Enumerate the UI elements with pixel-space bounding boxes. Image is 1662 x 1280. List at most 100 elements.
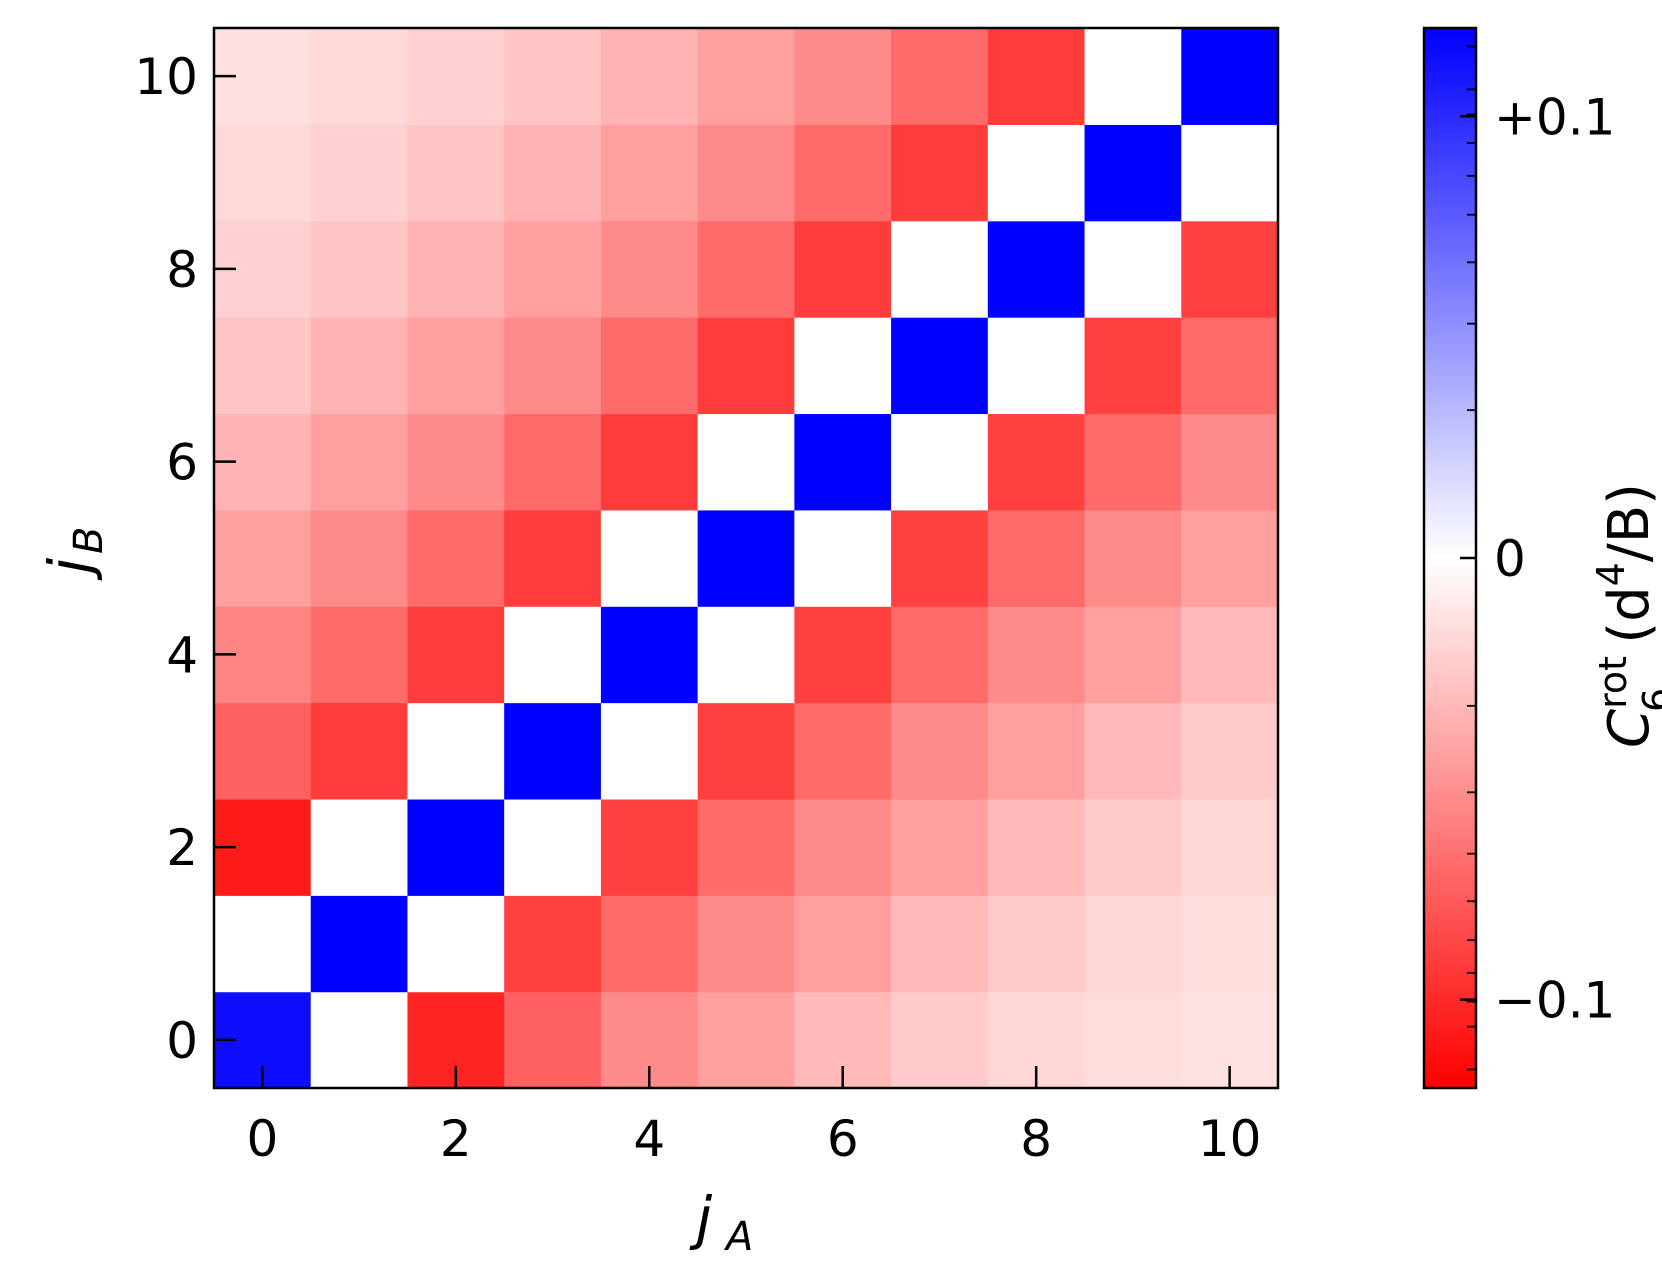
heatmap-cell — [407, 895, 505, 993]
colorbar-ticks: +0.1 0 −0.1 — [1460, 88, 1615, 1030]
heatmap-cell — [697, 509, 795, 607]
heatmap-cell — [407, 606, 505, 704]
heatmap-cell — [987, 702, 1086, 800]
heatmap-cell — [1181, 28, 1279, 125]
heatmap-cell — [794, 509, 892, 607]
colorbar-label-tail: /B) — [1597, 483, 1662, 562]
heatmap-cell — [1181, 895, 1279, 993]
y-axis-label-subscript: B — [66, 527, 112, 554]
heatmap-cell — [1181, 509, 1279, 607]
y-tick-label: 6 — [166, 434, 198, 492]
heatmap-cell — [310, 509, 409, 607]
heatmap-cell — [697, 317, 795, 415]
heatmap-cell — [697, 413, 795, 511]
heatmap-cell — [794, 28, 892, 125]
y-tick-label: 10 — [134, 48, 198, 106]
heatmap-cell — [1181, 124, 1279, 222]
heatmap-cell — [987, 895, 1086, 993]
heatmap-cell — [600, 28, 699, 125]
x-axis-ticks: 0 2 4 6 8 10 — [246, 1066, 1261, 1168]
heatmap-cell — [310, 317, 409, 415]
heatmap-cell — [891, 991, 989, 1089]
heatmap-cell — [794, 702, 892, 800]
heatmap-cell — [697, 606, 795, 704]
x-tick-label: 4 — [633, 1110, 665, 1168]
colorbar-label-c: C — [1597, 709, 1662, 748]
heatmap-cell — [214, 509, 312, 607]
y-tick-label: 8 — [166, 241, 198, 299]
heatmap-cell — [987, 220, 1086, 318]
heatmap-cell — [697, 798, 795, 896]
heatmap-cell — [214, 895, 312, 993]
heatmap-cell — [1084, 413, 1182, 511]
heatmap-cell — [504, 798, 602, 896]
x-tick-label: 6 — [827, 1110, 859, 1168]
heatmap-cell — [794, 220, 892, 318]
heatmap-cell — [214, 317, 312, 415]
heatmap-cell — [504, 509, 602, 607]
heatmap-cell — [504, 220, 602, 318]
heatmap-cell — [891, 124, 989, 222]
heatmap-cell — [310, 413, 409, 511]
y-tick-label: 4 — [166, 626, 198, 684]
heatmap-cell — [891, 317, 989, 415]
y-tick-label: 0 — [166, 1012, 198, 1070]
heatmap-cell — [794, 895, 892, 993]
heatmap-cell — [1084, 28, 1182, 125]
plot-frame — [212, 26, 1280, 1090]
heatmap-cell — [600, 798, 699, 896]
colorbar-minor-ticks — [1467, 45, 1476, 1071]
heatmap-cell — [310, 895, 409, 993]
heatmap-cell — [794, 317, 892, 415]
heatmap-cell — [504, 124, 602, 222]
heatmap-cell — [310, 28, 409, 125]
heatmap-cell — [504, 317, 602, 415]
heatmap-cell — [407, 220, 505, 318]
heatmap-cell — [310, 798, 409, 896]
heatmap-cell — [600, 606, 699, 704]
heatmap-cell — [1181, 317, 1279, 415]
heatmap-cell — [794, 606, 892, 704]
heatmap-cell — [600, 317, 699, 415]
x-tick-label: 0 — [246, 1110, 278, 1168]
heatmap-cell — [310, 606, 409, 704]
x-tick-label: 2 — [440, 1110, 472, 1168]
heatmap-cell — [891, 606, 989, 704]
heatmap-cell — [310, 991, 409, 1089]
heatmap-cell — [697, 702, 795, 800]
heatmap-cell — [697, 220, 795, 318]
heatmap-cell — [794, 124, 892, 222]
heatmap-cell — [1181, 606, 1279, 704]
heatmap-cell — [1084, 798, 1182, 896]
y-axis-ticks: 0 2 4 6 8 10 — [134, 48, 236, 1070]
x-axis-label: j — [689, 1184, 713, 1252]
heatmap-cell — [1181, 798, 1279, 896]
heatmap-cell — [214, 124, 312, 222]
heatmap-cell — [407, 28, 505, 125]
heatmap-cell — [891, 220, 989, 318]
heatmap-cell — [310, 124, 409, 222]
y-tick-label: 2 — [166, 819, 198, 877]
colorbar-label-rot: rot — [1591, 656, 1635, 709]
heatmap-cell — [1181, 702, 1279, 800]
colorbar-tick-label: +0.1 — [1494, 88, 1615, 146]
heatmap-cell — [794, 798, 892, 896]
heatmap-cell — [1084, 220, 1182, 318]
heatmap-cell — [407, 413, 505, 511]
heatmap-cell — [1084, 991, 1182, 1089]
heatmap-cell — [600, 702, 699, 800]
heatmap-cell — [1084, 124, 1182, 222]
colorbar-tick-label: −0.1 — [1494, 972, 1615, 1030]
heatmap-cell — [407, 317, 505, 415]
heatmap-cell — [504, 895, 602, 993]
heatmap-cell — [891, 509, 989, 607]
heatmap-cell — [987, 413, 1086, 511]
heatmap-cell — [891, 895, 989, 993]
heatmap-cell — [310, 702, 409, 800]
heatmap-cell — [1084, 606, 1182, 704]
heatmap-cell — [987, 509, 1086, 607]
heatmap-cell — [987, 317, 1086, 415]
heatmap-cell — [214, 702, 312, 800]
heatmap-cell — [697, 28, 795, 125]
